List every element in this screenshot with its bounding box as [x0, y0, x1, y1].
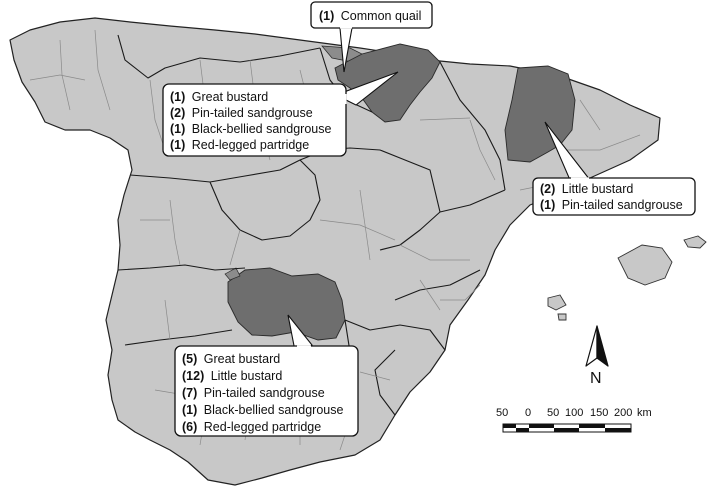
- svg-text:(6) Red-legged partridge: (6) Red-legged partridge: [182, 420, 321, 434]
- species: Pin-tailed sandgrouse: [562, 198, 683, 212]
- formentera: [557, 313, 567, 321]
- north-label: N: [590, 370, 602, 387]
- count: (1): [170, 90, 185, 104]
- svg-text:(1) Black-bellied sandgr: (1) Black-bellied sandgrouse: [170, 122, 331, 136]
- region-ciudad-real: [227, 267, 346, 341]
- svg-text:(1) Great bustard: (1) Great bustard: [170, 90, 268, 104]
- callout-northeast: (2) Little bustard (1) Pin-tailed sandgr…: [532, 177, 696, 216]
- count: (1): [540, 198, 555, 212]
- species: Pin-tailed sandgrouse: [192, 106, 313, 120]
- count: (5): [182, 352, 197, 366]
- count: (6): [182, 420, 197, 434]
- scale-tick-0: 50: [496, 407, 508, 419]
- species: Red-legged partridge: [192, 138, 309, 152]
- callout-northwest: (1) Great bustard (2) Pin-tailed sandgro…: [162, 83, 347, 157]
- svg-text:(7) Pin-tailed sandgrous: (7) Pin-tailed sandgrouse: [182, 386, 325, 400]
- count: (1): [182, 403, 197, 417]
- scale-unit: km: [637, 407, 652, 419]
- count: (1): [170, 122, 185, 136]
- count: (1): [170, 138, 185, 152]
- north-arrow-icon: [585, 325, 598, 367]
- count: (2): [170, 106, 185, 120]
- count: (1): [319, 9, 334, 23]
- count: (7): [182, 386, 197, 400]
- svg-text:(2) Little bustard: (2) Little bustard: [540, 182, 633, 196]
- callout-center: (5) Great bustard (12) Little bustard (7…: [174, 345, 359, 437]
- scale-tick-2: 50: [547, 407, 559, 419]
- scale-tick-4: 150: [590, 407, 608, 419]
- species: Great bustard: [192, 90, 268, 104]
- north-arrow: N: [585, 325, 609, 387]
- callout-common-quail: (1) Common quail: [310, 1, 433, 29]
- species: Little bustard: [211, 369, 283, 383]
- scale-tick-1: 0: [525, 407, 531, 419]
- count: (12): [182, 369, 204, 383]
- svg-text:(1) Common quail: (1) Common quail: [319, 9, 421, 23]
- scale-tick-3: 100: [565, 407, 583, 419]
- svg-text:(2) Pin-tailed sandgrous: (2) Pin-tailed sandgrouse: [170, 106, 313, 120]
- region-ciudad-real-light: [224, 267, 241, 281]
- species: Little bustard: [562, 182, 634, 196]
- species: Black-bellied sandgrouse: [192, 122, 332, 136]
- species: Pin-tailed sandgrouse: [204, 386, 325, 400]
- svg-text:(12) Little bustard: (12) Little bustard: [182, 369, 282, 383]
- ibiza: [547, 294, 567, 311]
- scale-bar: 50 0 50 100 150 200 km: [496, 407, 652, 433]
- svg-text:(1) Black-bellied sandgr: (1) Black-bellied sandgrouse: [182, 403, 343, 417]
- mallorca: [617, 244, 673, 286]
- scale-tick-5: 200: [614, 407, 632, 419]
- species: Common quail: [341, 9, 422, 23]
- species: Great bustard: [204, 352, 280, 366]
- menorca: [683, 235, 707, 249]
- species: Black-bellied sandgrouse: [204, 403, 344, 417]
- svg-text:(1) Red-legged partridge: (1) Red-legged partridge: [170, 138, 309, 152]
- svg-text:(5) Great bustard: (5) Great bustard: [182, 352, 280, 366]
- count: (2): [540, 182, 555, 196]
- species: Red-legged partridge: [204, 420, 321, 434]
- svg-text:(1) Pin-tailed sandgrous: (1) Pin-tailed sandgrouse: [540, 198, 683, 212]
